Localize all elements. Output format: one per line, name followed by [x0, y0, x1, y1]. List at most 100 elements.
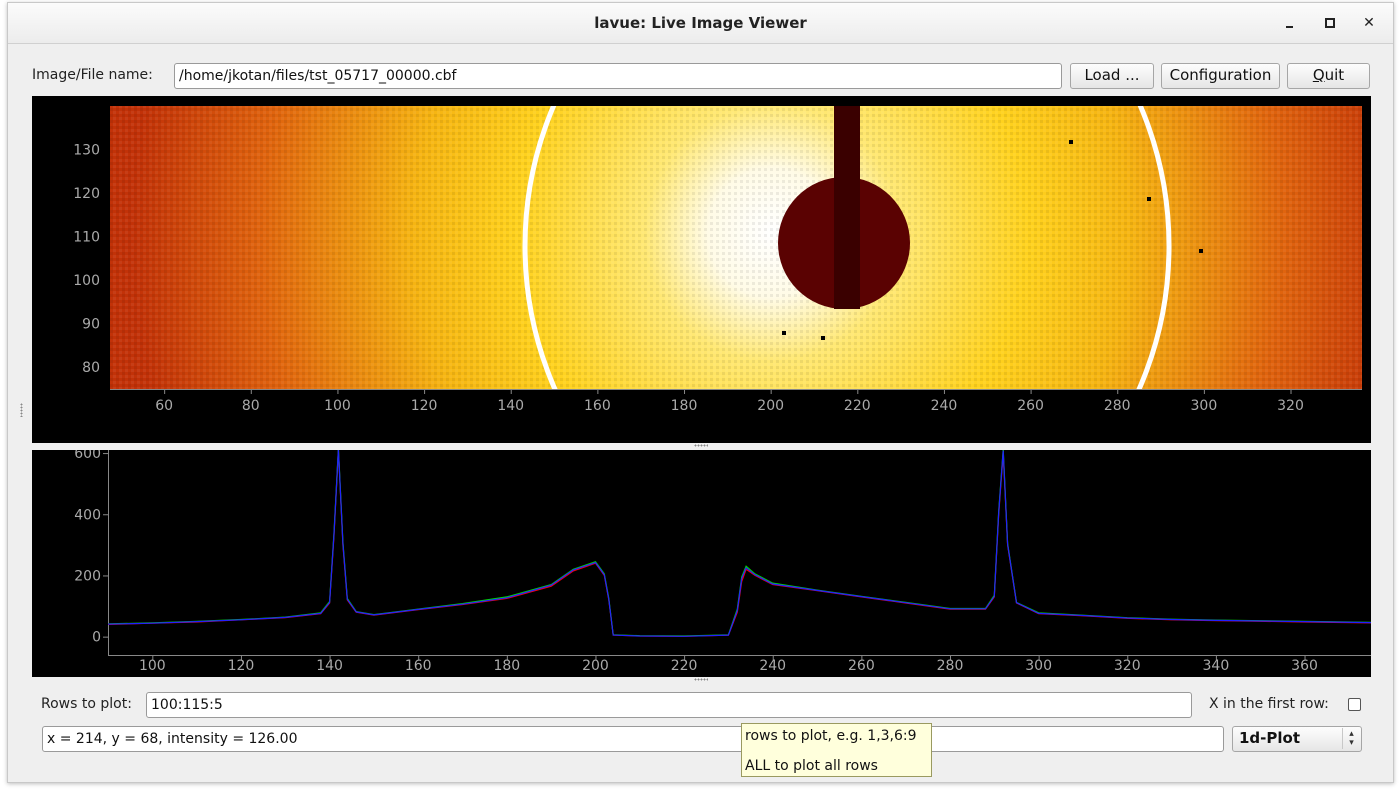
image-x-tick: [1203, 389, 1205, 394]
plot-x-tick-label: 260: [848, 658, 875, 674]
image-x-tick-label: 60: [155, 398, 173, 414]
plot-x-tick-label: 360: [1291, 658, 1318, 674]
image-y-tick-label: 90: [82, 317, 100, 333]
plot-x-tick-label: 200: [582, 658, 609, 674]
configuration-button[interactable]: Configuration: [1161, 63, 1280, 89]
plot-y-tick-label: 400: [74, 507, 101, 523]
plot-x-tick-label: 340: [1203, 658, 1230, 674]
plot-x-axis: 100 120 140 160 180 200 220 240 260 280 300 320 340 3…: [139, 655, 1318, 674]
window-title: lavue: Live Image Viewer: [594, 14, 807, 32]
plot-mode-value: 1d-Plot: [1239, 729, 1301, 747]
x-first-row-checkbox[interactable]: [1348, 698, 1361, 711]
plot-x-tick: [861, 655, 863, 660]
image-y-tick-label: 120: [73, 186, 100, 202]
file-name-input[interactable]: /home/jkotan/files/tst_05717_00000.cbf: [174, 63, 1062, 89]
image-x-tick: [1117, 389, 1119, 394]
plot-series-line: [107, 449, 1372, 637]
image-y-tick-label: 130: [73, 143, 100, 159]
splitter-handle-bottom[interactable]: [694, 678, 708, 681]
image-x-tick: [1290, 389, 1292, 394]
plot-x-tick-label: 160: [405, 658, 432, 674]
image-x-tick: [250, 389, 252, 394]
plot-x-tick: [1215, 655, 1217, 660]
image-y-tick-label: 110: [73, 230, 100, 246]
plot-y-tick: [103, 514, 108, 516]
image-x-tick: [510, 389, 512, 394]
plot-y-axis: 600 400 200 0: [74, 446, 108, 646]
plot-x-tick: [684, 655, 686, 660]
plot-x-tick-label: 300: [1025, 658, 1052, 674]
rows-input[interactable]: 100:115:5: [146, 692, 1192, 718]
close-icon[interactable]: ✕: [1363, 15, 1375, 31]
plot-y-tick-label: 200: [74, 568, 101, 584]
quit-mnemonic: Q: [1312, 66, 1325, 84]
image-x-tick-label: 240: [931, 398, 958, 414]
plot-mode-select[interactable]: 1d-Plot ▴ ▾: [1232, 726, 1362, 752]
plot-y-tick: [103, 453, 108, 455]
image-view-panel[interactable]: 130 120 110 100 90 80 60 80 100 120 140 160 180 200 2…: [32, 96, 1371, 443]
image-y-axis: 130 120 110 100 90 80: [73, 143, 100, 377]
plot-x-tick: [329, 655, 331, 660]
file-name-label: Image/File name:: [32, 67, 153, 83]
plot-x-tick-label: 140: [316, 658, 343, 674]
plot-x-tick: [772, 655, 774, 660]
rows-tooltip: rows to plot, e.g. 1,3,6:9 ALL to plot a…: [741, 723, 932, 777]
plot-y-tick: [103, 575, 108, 577]
plot-y-tick-label: 0: [92, 630, 101, 646]
plot-x-tick-label: 180: [493, 658, 520, 674]
image-x-tick-label: 80: [242, 398, 260, 414]
plot-x-tick: [1038, 655, 1040, 660]
plot-x-tick-label: 220: [671, 658, 698, 674]
plot-x-tick: [1127, 655, 1129, 660]
line-plot-panel[interactable]: 600 400 200 0 100 120 140 160 180 200 220 240 260 28…: [32, 446, 1372, 677]
plot-x-tick-label: 280: [937, 658, 964, 674]
image-x-tick-label: 220: [844, 398, 871, 414]
image-x-tick-label: 140: [497, 398, 524, 414]
chevron-updown-icon: ▴ ▾: [1342, 728, 1360, 749]
plot-x-tick: [1304, 655, 1306, 660]
plot-x-tick: [418, 655, 420, 660]
app-window: lavue: Live Image Viewer ✕ Image/File na…: [7, 2, 1394, 783]
quit-button[interactable]: Quit: [1287, 63, 1370, 89]
image-x-tick-label: 160: [584, 398, 611, 414]
plot-x-tick-label: 120: [228, 658, 255, 674]
plot-x-tick-label: 320: [1114, 658, 1141, 674]
maximize-icon[interactable]: [1320, 13, 1340, 33]
image-x-tick: [424, 389, 426, 394]
image-x-tick-label: 100: [324, 398, 351, 414]
plot-x-tick-label: 240: [759, 658, 786, 674]
plot-x-tick: [950, 655, 951, 660]
plot-series-line: [107, 448, 1372, 637]
image-x-tick-label: 180: [671, 398, 698, 414]
line-plot[interactable]: 600 400 200 0 100 120 140 160 180 200 220 240 260 28…: [32, 446, 1372, 677]
image-x-tick-label: 320: [1277, 398, 1304, 414]
image-x-tick-label: 120: [411, 398, 438, 414]
image-x-tick-label: 300: [1191, 398, 1218, 414]
load-button[interactable]: Load ...: [1070, 63, 1154, 89]
plot-y-tick: [103, 636, 108, 638]
image-y-tick-label: 80: [82, 360, 100, 376]
plot-series-line: [107, 449, 1372, 637]
image-x-tick: [684, 389, 686, 394]
image-x-tick-label: 280: [1104, 398, 1131, 414]
rows-label: Rows to plot:: [41, 696, 132, 712]
splitter-handle[interactable]: [694, 444, 708, 447]
plot-x-tick: [506, 655, 508, 660]
quit-label-rest: uit: [1324, 66, 1345, 84]
plot-lines: [107, 448, 1372, 637]
image-x-tick: [164, 389, 166, 394]
image-x-tick: [857, 389, 859, 394]
image-y-tick-label: 100: [73, 273, 100, 289]
image-x-tick: [1030, 389, 1032, 394]
image-x-tick: [943, 389, 945, 394]
image-x-tick: [597, 389, 599, 394]
minimize-icon[interactable]: [1280, 13, 1300, 33]
side-splitter-handle[interactable]: [20, 403, 23, 417]
tooltip-line-1: rows to plot, e.g. 1,3,6:9: [745, 728, 917, 744]
image-x-axis: 60 80 100 120 140 160 180 200 220 240 260 280 300 320: [155, 389, 1304, 414]
detector-image: [110, 106, 1362, 389]
image-view[interactable]: 130 120 110 100 90 80 60 80 100 120 140 160 180 200 2…: [32, 96, 1371, 443]
plot-x-tick-label: 100: [139, 658, 166, 674]
plot-x-tick: [240, 655, 242, 660]
plot-x-tick: [152, 655, 154, 660]
